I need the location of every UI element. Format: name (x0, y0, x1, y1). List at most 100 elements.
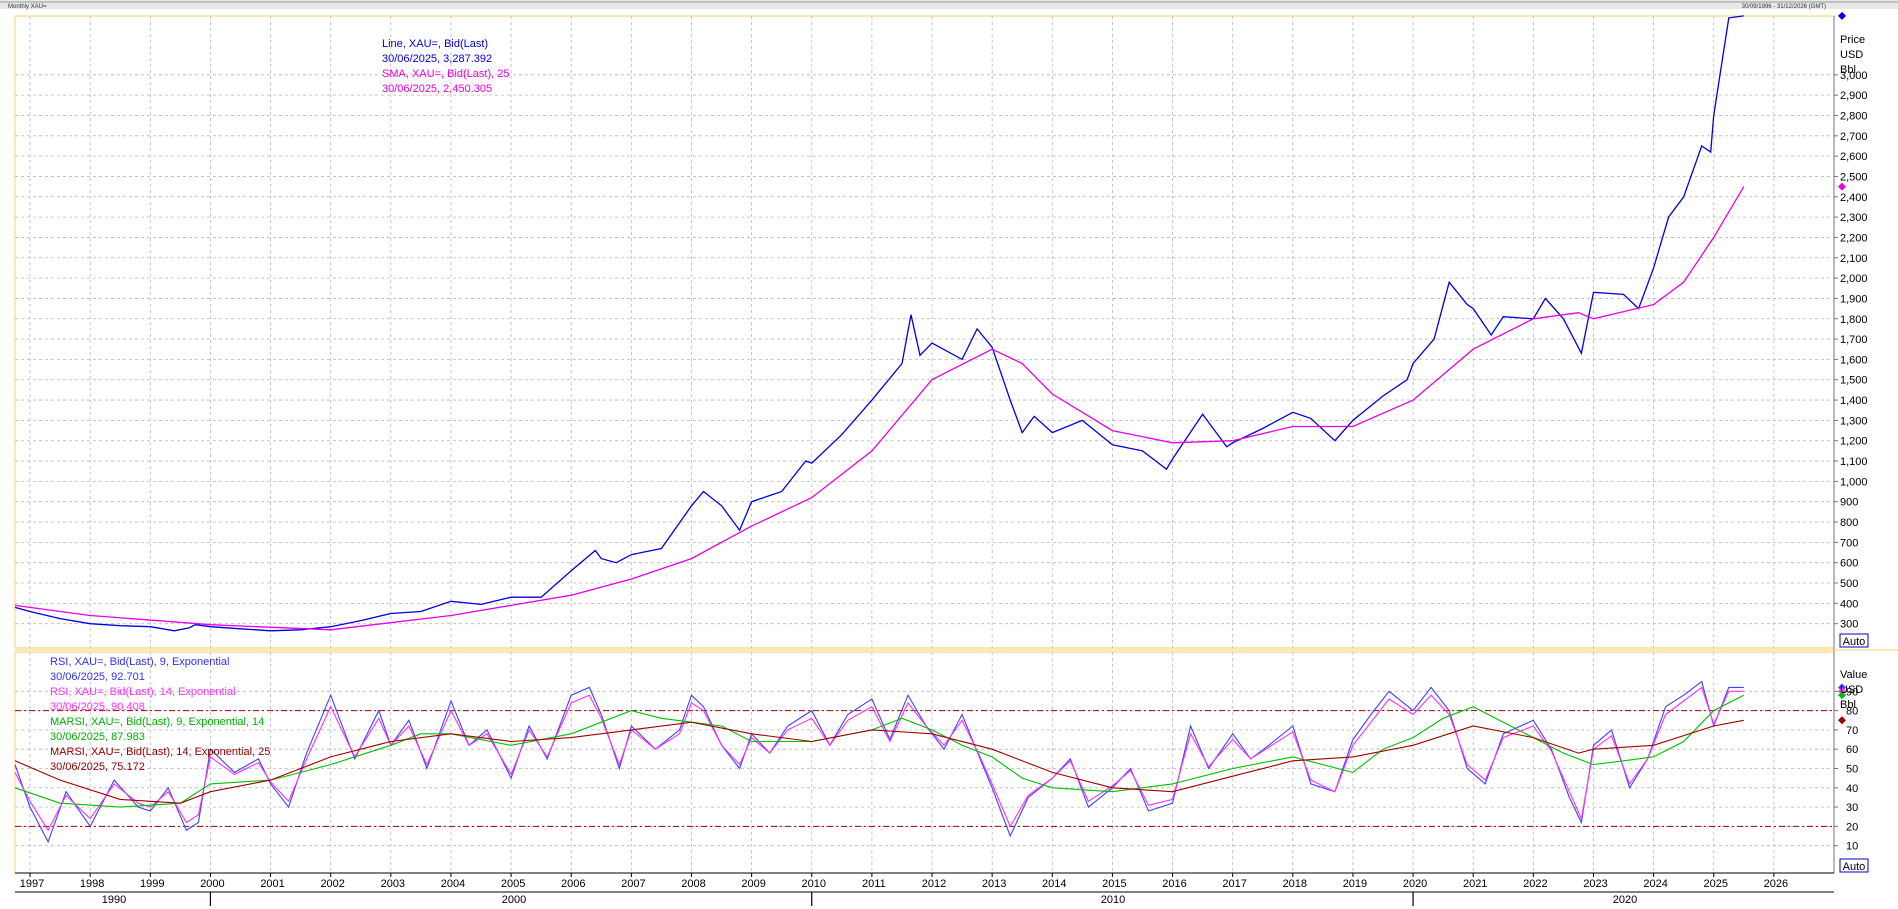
indicator-legend: RSI, XAU=, Bid(Last), 9, Exponential 30/0… (50, 655, 270, 775)
x-tick-label-1997: 1997 (20, 878, 44, 890)
x-tick-label-2013: 2013 (982, 878, 1006, 890)
indicator-legend-3-label: MARSI, XAU=, Bid(Last), 14, Exponential,… (50, 746, 271, 758)
price-axis-title-0: Price (1840, 34, 1865, 46)
x-tick-label-2024: 2024 (1643, 878, 1667, 890)
price-y-tick-label: 300 (1840, 619, 1858, 631)
x-tick-label-2016: 2016 (1162, 878, 1186, 890)
price-y-tick-label: 2,500 (1840, 171, 1868, 183)
price-auto-button (1839, 633, 1869, 648)
price-axis-title-1: USD (1840, 49, 1863, 61)
indicator-legend-1-value: 30/06/2025, 90.408 (50, 701, 145, 713)
price-y-tick-label: 2,900 (1840, 90, 1868, 102)
x-tick-label-1998: 1998 (80, 878, 104, 890)
price-axis-title-2: Bbl (1840, 64, 1856, 76)
header-strip (0, 0, 1898, 9)
x-tick-label-2009: 2009 (741, 878, 765, 890)
price-y-tick-label: 2,700 (1840, 131, 1868, 143)
chart-range: 30/09/1996 - 31/12/2026 (GMT) (1742, 4, 1826, 10)
indicator-axis-title-2: Bbl (1840, 699, 1856, 711)
price-y-tick-label: 1,700 (1840, 334, 1868, 346)
marsi14-last-marker (1838, 716, 1846, 725)
x-tick-label-2019: 2019 (1343, 878, 1367, 890)
price-y-tick-label: 2,200 (1840, 232, 1868, 244)
indicator-legend-0-value: 30/06/2025, 92.701 (50, 671, 145, 683)
indicator-y-tick-label: 40 (1846, 783, 1858, 795)
decade-label-1990: 1990 (102, 894, 126, 906)
price-legend: Line, XAU=, Bid(Last) 30/06/2025, 3,287.3… (382, 37, 509, 97)
price-legend-0-label: Line, XAU=, Bid(Last) (382, 38, 489, 50)
x-tick-label-2001: 2001 (260, 878, 284, 890)
x-tick-label-2017: 2017 (1222, 878, 1246, 890)
price-y-tick-label: 700 (1840, 537, 1858, 549)
price-y-tick-label: 3,000 (1840, 70, 1868, 82)
x-tick-label-2012: 2012 (922, 878, 946, 890)
sma-line-series (14, 186, 1745, 631)
x-tick-label-2015: 2015 (1102, 878, 1126, 890)
x-tick-label-2002: 2002 (320, 878, 344, 890)
price-y-tick-label: 1,600 (1840, 354, 1868, 366)
price-y-tick-label: 1,200 (1840, 436, 1868, 448)
rsi14-line-series (14, 686, 1744, 832)
price-y-tick-label: 1,500 (1840, 375, 1868, 387)
x-tick-label-2010: 2010 (802, 878, 826, 890)
indicator-legend-3-value: 30/06/2025, 75.172 (50, 761, 145, 773)
marsi9-line-series (14, 694, 1745, 808)
x-tick-label-2011: 2011 (862, 878, 886, 890)
sma-last-marker (1838, 182, 1846, 191)
price-y-tick-label: 1,800 (1840, 314, 1868, 326)
marsi9-last-marker (1838, 691, 1846, 700)
price-y-tick-label: 2,800 (1840, 110, 1868, 122)
price-y-tick-label: 500 (1840, 578, 1858, 590)
indicator-y-tick-label: 60 (1846, 744, 1858, 756)
price-panel-frame (14, 15, 1835, 649)
decade-label-2000: 2000 (502, 894, 526, 906)
indicator-y-tick-label: 10 (1846, 841, 1858, 853)
indicator-legend-2-value: 30/06/2025, 87.983 (50, 731, 145, 743)
price-y-tick-label: 2,300 (1840, 212, 1868, 224)
x-tick-label-2003: 2003 (381, 878, 405, 890)
x-tick-label-2026: 2026 (1764, 878, 1788, 890)
price-y-tick-label: 400 (1840, 598, 1858, 610)
indicator-auto-button (1839, 858, 1869, 873)
price-legend-1-value: 30/06/2025, 2,450.305 (382, 83, 493, 95)
marsi14-line-series (14, 719, 1744, 804)
indicator-legend-0-label: RSI, XAU=, Bid(Last), 9, Exponential (50, 656, 230, 668)
price-y-tick-label: 1,900 (1840, 293, 1868, 305)
price-legend-0-value: 30/06/2025, 3,287.392 (382, 53, 493, 65)
price-y-tick-label: 1,100 (1840, 456, 1868, 468)
price-y-tick-label: 1,400 (1840, 395, 1868, 407)
indicator-y-tick-label: 90 (1846, 686, 1858, 698)
x-tick-label-2004: 2004 (441, 878, 465, 890)
x-tick-label-2008: 2008 (681, 878, 705, 890)
price-y-tick-label: 2,600 (1840, 151, 1868, 163)
x-tick-label-2005: 2005 (501, 878, 525, 890)
x-tick-label-1999: 1999 (140, 878, 164, 890)
indicator-y-tick-label: 20 (1846, 821, 1858, 833)
x-tick-label-2021: 2021 (1463, 878, 1487, 890)
indicator-legend-1-label: RSI, XAU=, Bid(Last), 14, Exponential (50, 686, 236, 698)
price-auto-label: Auto (1843, 636, 1866, 648)
price-y-tick-label: 1,300 (1840, 415, 1868, 427)
indicator-axis-title-1: USD (1840, 684, 1863, 696)
indicator-panel-frame (14, 651, 1835, 874)
chart-title: Monthly XAU= (8, 4, 47, 10)
indicator-y-tick-label: 30 (1846, 802, 1858, 814)
indicator-y-tick-label: 70 (1846, 725, 1858, 737)
indicator-y-tick-label: 50 (1846, 764, 1858, 776)
price-y-tick-label: 800 (1840, 517, 1858, 529)
x-tick-label-2022: 2022 (1523, 878, 1547, 890)
price-line-series (14, 15, 1744, 632)
decade-label-2010: 2010 (1101, 894, 1125, 906)
price-y-tick-label: 2,100 (1840, 253, 1868, 265)
x-tick-label-2018: 2018 (1283, 878, 1307, 890)
x-tick-label-2020: 2020 (1403, 878, 1427, 890)
x-tick-label-2000: 2000 (200, 878, 224, 890)
price-last-marker (1838, 11, 1846, 20)
indicator-y-tick-label: 80 (1846, 706, 1858, 718)
x-tick-label-2023: 2023 (1583, 878, 1607, 890)
price-y-tick-label: 600 (1840, 558, 1858, 570)
indicator-axis-title-0: Value (1840, 669, 1867, 681)
x-tick-label-2006: 2006 (561, 878, 585, 890)
